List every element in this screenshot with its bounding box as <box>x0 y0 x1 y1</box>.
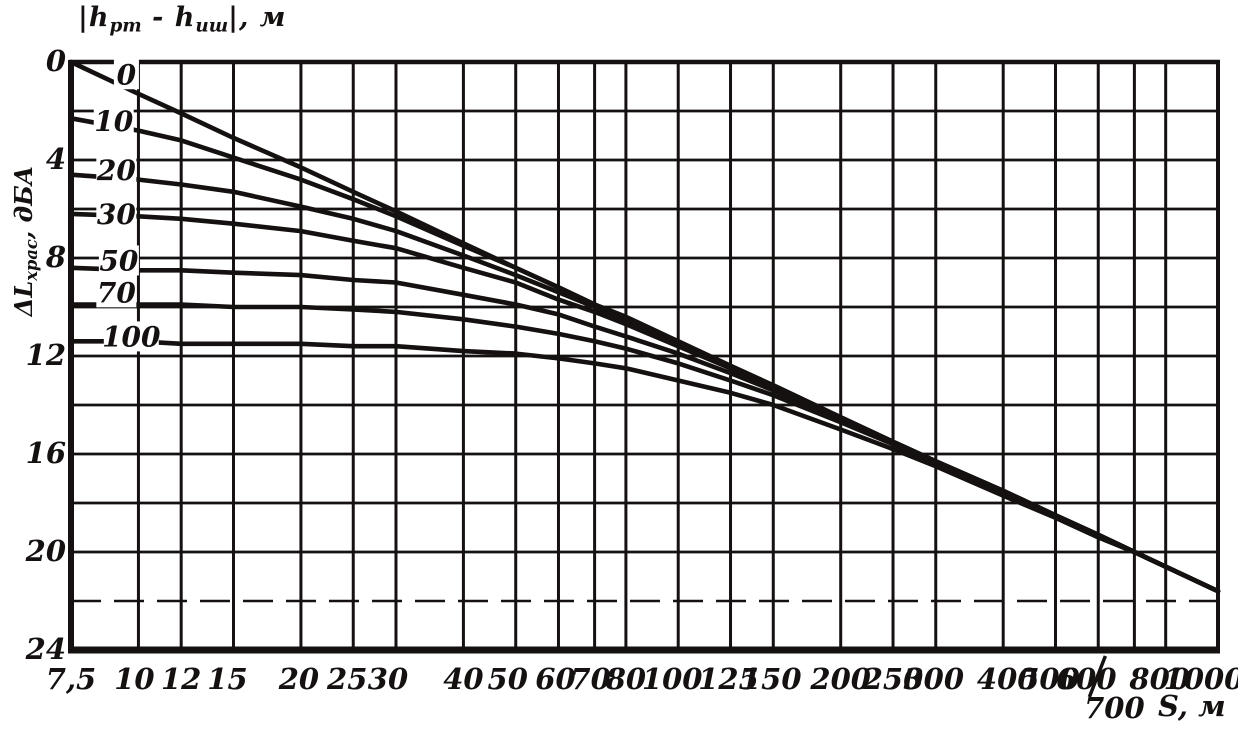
x-tick-label-40: 40 <box>443 662 483 696</box>
curve-h20 <box>68 172 1221 594</box>
curve-label-mask <box>96 154 137 185</box>
x-axis-unit-label: S, м <box>1158 689 1226 723</box>
x-tick-label-500: 500 <box>1019 662 1080 696</box>
x-tick-label-30: 30 <box>368 662 408 696</box>
x-tick-label-25: 25 <box>326 662 367 696</box>
curve-h100 <box>68 339 1221 594</box>
title-part: |h <box>78 2 110 33</box>
curve-label-h100: 100 <box>102 320 161 353</box>
x-tick-label-200: 200 <box>809 662 871 696</box>
x-tick-label-20: 20 <box>278 662 319 696</box>
x-tick-label-800: 800 <box>1128 662 1190 696</box>
y-tick-label-20: 20 <box>25 534 66 568</box>
curve-label-mask <box>103 321 159 352</box>
x-tick-label-80: 80 <box>605 662 646 696</box>
title-subscript-rt: рт <box>109 15 142 37</box>
x-tick-label-50: 50 <box>488 662 528 696</box>
x-tick-label-7,5: 7,5 <box>46 662 96 696</box>
title-part: - h <box>141 2 196 33</box>
curve-label-mask <box>96 277 137 308</box>
curve-label-h0: 0 <box>117 58 137 91</box>
curve-h50 <box>68 265 1221 594</box>
x-tick-label-700: 700 <box>1084 691 1145 725</box>
x-tick-label-100: 100 <box>642 662 703 696</box>
y-tick-label-0: 0 <box>46 44 66 78</box>
curve-label-h70: 70 <box>97 276 136 309</box>
x-tick-label-12: 12 <box>161 662 201 696</box>
y-tick-label-24: 24 <box>25 632 66 666</box>
curve-h70 <box>68 302 1221 594</box>
x-tick-label-70: 70 <box>570 662 610 696</box>
curve-label-mask <box>96 198 137 229</box>
x-tick-label-300: 300 <box>903 662 964 696</box>
axis-break-slash <box>1087 655 1108 698</box>
curve-label-mask <box>93 105 134 136</box>
title-part: |, м <box>228 2 287 33</box>
y-tick-label-8: 8 <box>45 240 66 274</box>
y-tick-label-16: 16 <box>26 436 66 470</box>
curve-label-h50: 50 <box>99 244 138 277</box>
x-tick-label-125: 125 <box>698 662 759 696</box>
curve-family-title: |hрт - hиш|, м <box>78 2 286 37</box>
title-subscript-ish: иш <box>195 15 229 37</box>
x-tick-label-15: 15 <box>207 662 247 696</box>
x-tick-label-60: 60 <box>535 662 575 696</box>
x-tick-label-10: 10 <box>114 662 154 696</box>
curve-label-mask <box>98 245 139 276</box>
curve-h30 <box>68 211 1221 594</box>
curve-label-h10: 10 <box>94 105 133 138</box>
curve-label-h20: 20 <box>96 154 136 187</box>
x-tick-label-600: 600 <box>1056 662 1117 696</box>
y-tick-label-4: 4 <box>46 142 66 176</box>
x-tick-label-1000: 1000 <box>1164 662 1238 696</box>
x-tick-label-400: 400 <box>977 662 1038 696</box>
curve-label-h30: 30 <box>97 198 136 231</box>
x-tick-label-150: 150 <box>741 662 802 696</box>
y-tick-label-12: 12 <box>26 338 66 372</box>
curve-label-mask <box>113 59 139 90</box>
x-tick-label-250: 250 <box>862 662 924 696</box>
